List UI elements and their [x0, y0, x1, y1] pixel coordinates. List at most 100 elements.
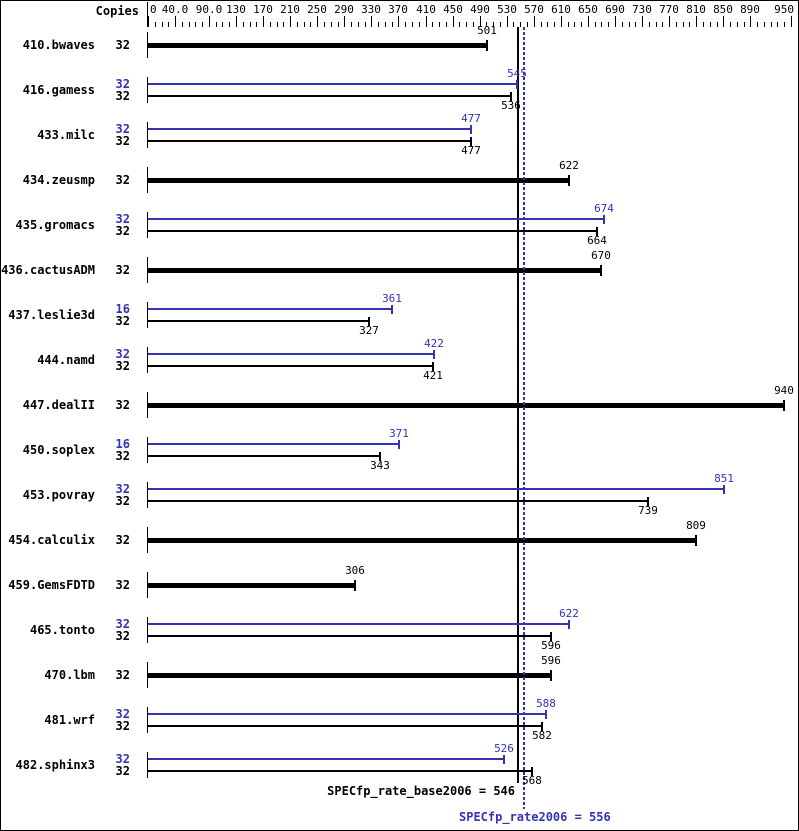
axis-minor-tick	[676, 22, 677, 27]
axis-tick-label: 250	[307, 3, 327, 16]
axis-major-tick	[398, 16, 399, 27]
axis-minor-tick	[331, 22, 332, 27]
axis-minor-tick	[764, 22, 765, 27]
axis-major-tick	[669, 16, 670, 27]
peak-copies-label: 32	[115, 212, 130, 226]
peak-bar-endcap	[433, 350, 435, 359]
axis-minor-tick	[195, 22, 196, 27]
axis-major-tick	[480, 16, 481, 27]
peak-copies-label: 32	[115, 752, 130, 766]
base-value-label: 582	[532, 729, 552, 742]
peak-value-label: 851	[714, 472, 734, 485]
base-bar	[148, 673, 551, 678]
peak-bar-endcap	[723, 485, 725, 494]
base-bar-endcap	[531, 767, 533, 776]
axis-tick-label: 770	[659, 3, 679, 16]
axis-minor-tick	[216, 22, 217, 27]
axis-minor-tick	[703, 22, 704, 27]
axis-minor-tick	[304, 22, 305, 27]
peak-value-label: 526	[494, 742, 514, 755]
axis-tick-label: 950	[774, 3, 794, 16]
base-bar	[148, 140, 471, 142]
peak-value-label: 674	[594, 202, 614, 215]
base-bar	[148, 320, 369, 322]
axis-minor-tick	[283, 22, 284, 27]
axis-major-tick	[317, 16, 318, 27]
benchmark-label: 437.leslie3d	[8, 308, 95, 322]
base-bar	[148, 635, 551, 637]
axis-minor-tick	[405, 22, 406, 27]
axis-minor-tick	[683, 22, 684, 27]
base-value-label: 501	[477, 24, 497, 37]
base-copies-label: 32	[115, 398, 130, 412]
base-bar	[148, 455, 380, 457]
base-value-label: 664	[587, 234, 607, 247]
bar-origin-tick	[147, 392, 148, 418]
axis-major-tick	[588, 16, 589, 27]
base-bar-endcap	[783, 400, 785, 411]
axis-minor-tick	[486, 22, 487, 27]
bar-origin-tick	[147, 707, 148, 733]
peak-copies-label: 32	[115, 122, 130, 136]
peak-rate-reference-line	[523, 27, 525, 809]
base-copies-label: 32	[115, 224, 130, 238]
bar-origin-tick	[147, 617, 148, 643]
axis-minor-tick	[358, 22, 359, 27]
axis-tick-label: 890	[740, 3, 760, 16]
base-copies-label: 32	[115, 359, 130, 373]
copies-column-header: Copies	[95, 4, 139, 18]
peak-bar-endcap	[470, 125, 472, 134]
axis-minor-tick	[365, 22, 366, 27]
peak-bar-endcap	[398, 440, 400, 449]
axis-minor-tick	[270, 22, 271, 27]
peak-value-label: 588	[536, 697, 556, 710]
axis-major-tick	[148, 16, 149, 27]
base-bar-endcap	[550, 632, 552, 641]
peak-copies-label: 32	[115, 482, 130, 496]
axis-minor-tick	[574, 22, 575, 27]
base-bar	[148, 500, 648, 502]
axis-tick-label: 650	[578, 3, 598, 16]
base-copies-label: 32	[115, 89, 130, 103]
peak-copies-label: 32	[115, 347, 130, 361]
axis-minor-tick	[202, 22, 203, 27]
base-bar-endcap	[541, 722, 543, 731]
benchmark-label: 453.povray	[22, 488, 95, 502]
base-copies-label: 32	[115, 263, 130, 277]
base-bar-endcap	[550, 670, 552, 681]
peak-bar-endcap	[545, 710, 547, 719]
bar-origin-tick	[147, 437, 148, 463]
axis-minor-tick	[392, 22, 393, 27]
axis-minor-tick	[635, 22, 636, 27]
base-bar-endcap	[354, 580, 356, 591]
axis-major-tick	[453, 16, 454, 27]
axis-minor-tick	[466, 22, 467, 27]
benchmark-label: 416.gamess	[22, 83, 95, 97]
base-copies-label: 32	[115, 578, 130, 592]
benchmark-label: 433.milc	[37, 128, 95, 142]
base-value-label: 596	[541, 639, 561, 652]
peak-bar	[148, 308, 392, 310]
axis-minor-tick	[297, 22, 298, 27]
bar-origin-tick	[147, 32, 148, 58]
bar-origin-tick	[147, 302, 148, 328]
bar-origin-tick	[147, 572, 148, 598]
base-bar-endcap	[432, 362, 434, 371]
axis-minor-tick	[473, 22, 474, 27]
axis-minor-tick	[419, 22, 420, 27]
benchmark-label: 465.tonto	[29, 623, 95, 637]
base-bar-endcap	[600, 265, 602, 276]
axis-minor-tick	[446, 22, 447, 27]
axis-minor-tick	[459, 22, 460, 27]
axis-tick-label: 450	[443, 3, 463, 16]
base-bar	[148, 365, 433, 367]
axis-minor-tick	[730, 22, 731, 27]
axis-minor-tick	[256, 22, 257, 27]
base-copies-label: 32	[115, 173, 130, 187]
header-separator-line	[147, 2, 148, 27]
axis-minor-tick	[189, 22, 190, 27]
axis-tick-label: 130	[226, 3, 246, 16]
base-copies-label: 32	[115, 764, 130, 778]
benchmark-label: 447.dealII	[22, 398, 95, 412]
